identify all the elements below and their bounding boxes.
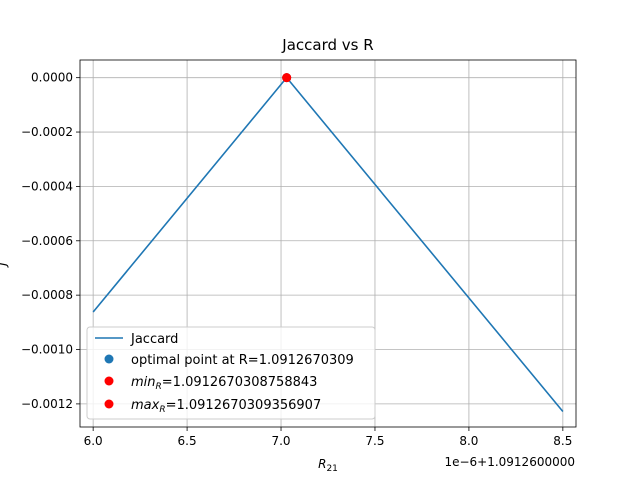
- x-tick-label: 6.0: [84, 434, 103, 448]
- y-axis-ticks: 0.0000 −0.0002 −0.0004 −0.0006 −0.0008 −0.001…: [21, 71, 80, 411]
- legend-jaccard-label: Jaccard: [130, 332, 178, 347]
- axes-frame: [79, 59, 577, 428]
- y-tick-label: −0.0010: [21, 343, 73, 357]
- x-axis-label: R21: [318, 457, 338, 474]
- chart-title: Jaccard vs R: [281, 36, 373, 54]
- x-tick-label: 7.0: [271, 434, 290, 448]
- series-3-point: [282, 73, 292, 83]
- plot-series: [92, 73, 564, 413]
- x-tick-label: 6.5: [178, 434, 197, 448]
- y-tick-label: −0.0008: [21, 288, 73, 302]
- x-axis-ticks: 6.0 6.5 7.0 7.5 8.0 8.5: [84, 427, 572, 448]
- legend-optimal-label: optimal point at R=1.0912670309: [131, 353, 354, 368]
- x-axis-offset-label: 1e−6+1.0912600000: [444, 455, 575, 469]
- legend-max-label: maxR=1.0912670309356907: [131, 398, 321, 415]
- y-tick-label: −0.0006: [21, 234, 73, 248]
- y-axis-label: J: [0, 262, 9, 268]
- y-tick-label: −0.0012: [21, 397, 73, 411]
- legend-box: [86, 326, 376, 420]
- y-tick-label: 0.0000: [31, 71, 73, 85]
- legend-min-swatch: [104, 376, 114, 386]
- x-tick-label: 7.5: [365, 434, 384, 448]
- legend-optimal-swatch: [104, 354, 114, 364]
- legend-min-label: minR=1.0912670308758843: [131, 375, 317, 392]
- x-tick-label: 8.5: [553, 434, 572, 448]
- legend-max-swatch: [104, 399, 114, 409]
- x-tick-label: 8.0: [459, 434, 478, 448]
- grid: [80, 60, 576, 427]
- legend: Jaccard optimal point at R=1.0912670309 …: [86, 326, 376, 420]
- y-tick-label: −0.0004: [21, 179, 73, 193]
- y-tick-label: −0.0002: [21, 125, 73, 139]
